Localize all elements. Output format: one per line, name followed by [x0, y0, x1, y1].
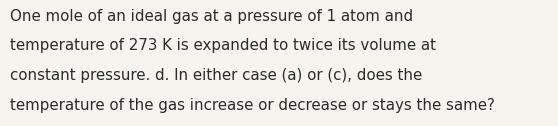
Text: constant pressure. d. In either case (a) or (c), does the: constant pressure. d. In either case (a)…	[10, 68, 422, 83]
Text: temperature of 273 K is expanded to twice its volume at: temperature of 273 K is expanded to twic…	[10, 38, 436, 53]
Text: temperature of the gas increase or decrease or stays the same?: temperature of the gas increase or decre…	[10, 98, 495, 113]
Text: One mole of an ideal gas at a pressure of 1 atom and: One mole of an ideal gas at a pressure o…	[10, 9, 413, 24]
